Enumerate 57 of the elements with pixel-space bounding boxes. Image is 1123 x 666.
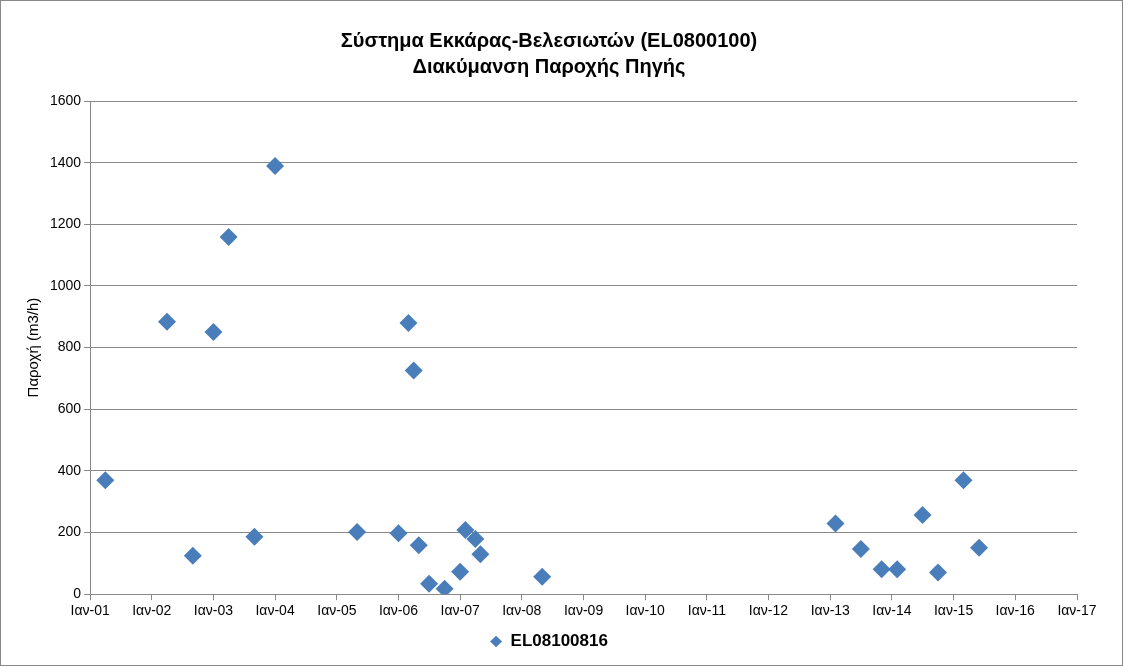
point [872,560,891,579]
point [466,530,485,549]
point [913,505,932,524]
point [409,536,428,555]
point [471,545,490,564]
x-tick-label: Ιαν-04 [255,602,295,619]
legend-label: EL08100816 [510,631,608,651]
point [420,574,439,593]
x-tick-label: Ιαν-10 [625,602,666,619]
point [157,312,176,331]
x-tick-label: Ιαν-06 [378,602,419,619]
point [245,527,264,546]
point [851,539,870,558]
x-tick-label: Ιαν-12 [748,602,789,619]
point [266,157,285,176]
y-tick-label: 800 [57,338,82,355]
x-tick-label: Ιαν-05 [317,602,357,619]
y-tick-label: 1200 [49,215,82,232]
y-tick-label: 1600 [49,91,82,108]
y-tick-label: 0 [73,585,82,602]
point [970,538,989,557]
point [389,524,408,543]
x-tick-label: Ιαν-07 [440,602,480,619]
x-tick-label: Ιαν-08 [502,602,542,619]
point [183,546,202,565]
point [399,313,418,332]
y-tick-label: 600 [57,400,82,417]
x-tick-label: Ιαν-17 [1057,602,1097,619]
x-tick-label: Ιαν-14 [872,602,912,619]
point [219,227,238,246]
x-tick-label: Ιαν-09 [563,602,604,619]
point [404,361,423,380]
x-tick-label: Ιαν-03 [193,602,234,619]
x-tick-label: Ιαν-01 [70,602,110,619]
point [888,560,907,579]
x-tick-label: Ιαν-11 [687,602,727,619]
point [533,567,552,586]
point [451,562,470,581]
point [435,579,454,595]
y-tick-label: 1000 [49,276,82,293]
y-tick-label: 200 [57,523,82,540]
x-tick-label: Ιαν-16 [995,602,1036,619]
point [96,471,115,490]
y-tick-label: 1400 [49,153,82,170]
point [954,471,973,490]
point [929,563,948,582]
x-tick-label: Ιαν-13 [810,602,851,619]
x-tick-label: Ιαν-15 [933,602,974,619]
point [204,322,223,341]
point [348,522,367,541]
x-tick-label: Ιαν-02 [132,602,172,619]
point [826,514,845,533]
y-axis-title: Παροχή (m3/h) [24,297,42,398]
chart-subtitle: Διακύμανση Παροχής Πηγής [412,54,686,77]
y-tick-label: 400 [57,461,82,478]
chart-title: Σύστημα Εκκάρας-Βελεσιωτών (EL0800100) [340,28,758,51]
point [456,521,475,540]
